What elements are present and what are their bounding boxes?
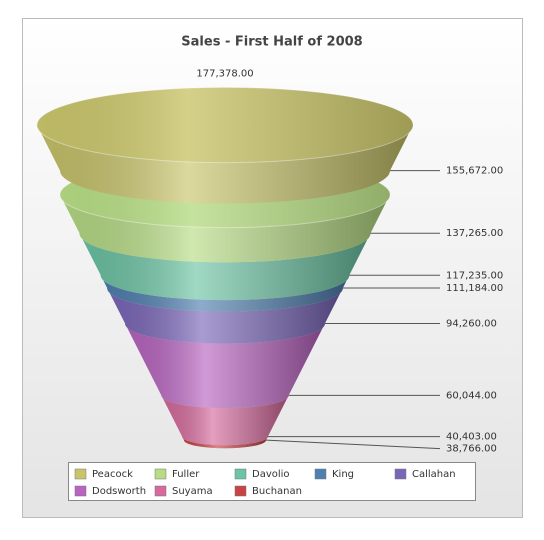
legend-label: Dodsworth bbox=[92, 486, 146, 497]
value-label: 40,403.00 bbox=[446, 432, 497, 443]
legend-label: King bbox=[332, 469, 354, 480]
segment-shade bbox=[60, 194, 390, 263]
legend-label: Peacock bbox=[92, 469, 133, 480]
value-label: 137,265.00 bbox=[446, 228, 503, 239]
segment-shade bbox=[182, 436, 268, 449]
value-label: 177,378.00 bbox=[196, 68, 253, 79]
legend-swatch bbox=[394, 468, 407, 480]
segment-top-shade bbox=[37, 87, 413, 163]
legend-swatch bbox=[74, 468, 87, 480]
legend-swatch bbox=[234, 485, 247, 497]
legend-label: Davolio bbox=[252, 469, 290, 480]
chart-title: Sales - First Half of 2008 bbox=[181, 35, 362, 50]
legend-label: Suyama bbox=[172, 486, 213, 497]
legend-label: Fuller bbox=[172, 469, 200, 480]
value-label: 111,184.00 bbox=[446, 283, 503, 294]
segment-shade bbox=[37, 125, 413, 204]
legend-swatch bbox=[154, 468, 167, 480]
value-label: 155,672.00 bbox=[446, 166, 503, 177]
legend bbox=[68, 462, 476, 501]
legend-swatch bbox=[234, 468, 247, 480]
segment-shade bbox=[100, 275, 350, 312]
legend-swatch bbox=[154, 485, 167, 497]
segment-shade bbox=[107, 288, 343, 344]
label-line bbox=[266, 439, 441, 450]
legend-label: Buchanan bbox=[252, 486, 302, 497]
legend-swatch bbox=[74, 485, 87, 497]
value-label: 60,044.00 bbox=[446, 390, 497, 401]
value-label: 94,260.00 bbox=[446, 319, 497, 330]
legend-label: Callahan bbox=[412, 469, 456, 480]
value-label: 117,235.00 bbox=[446, 270, 503, 281]
legend-swatch bbox=[314, 468, 327, 480]
value-label: 38,766.00 bbox=[446, 444, 497, 455]
segment-shade bbox=[161, 395, 289, 446]
segment-shade bbox=[125, 323, 325, 409]
segment-shade bbox=[79, 233, 371, 301]
